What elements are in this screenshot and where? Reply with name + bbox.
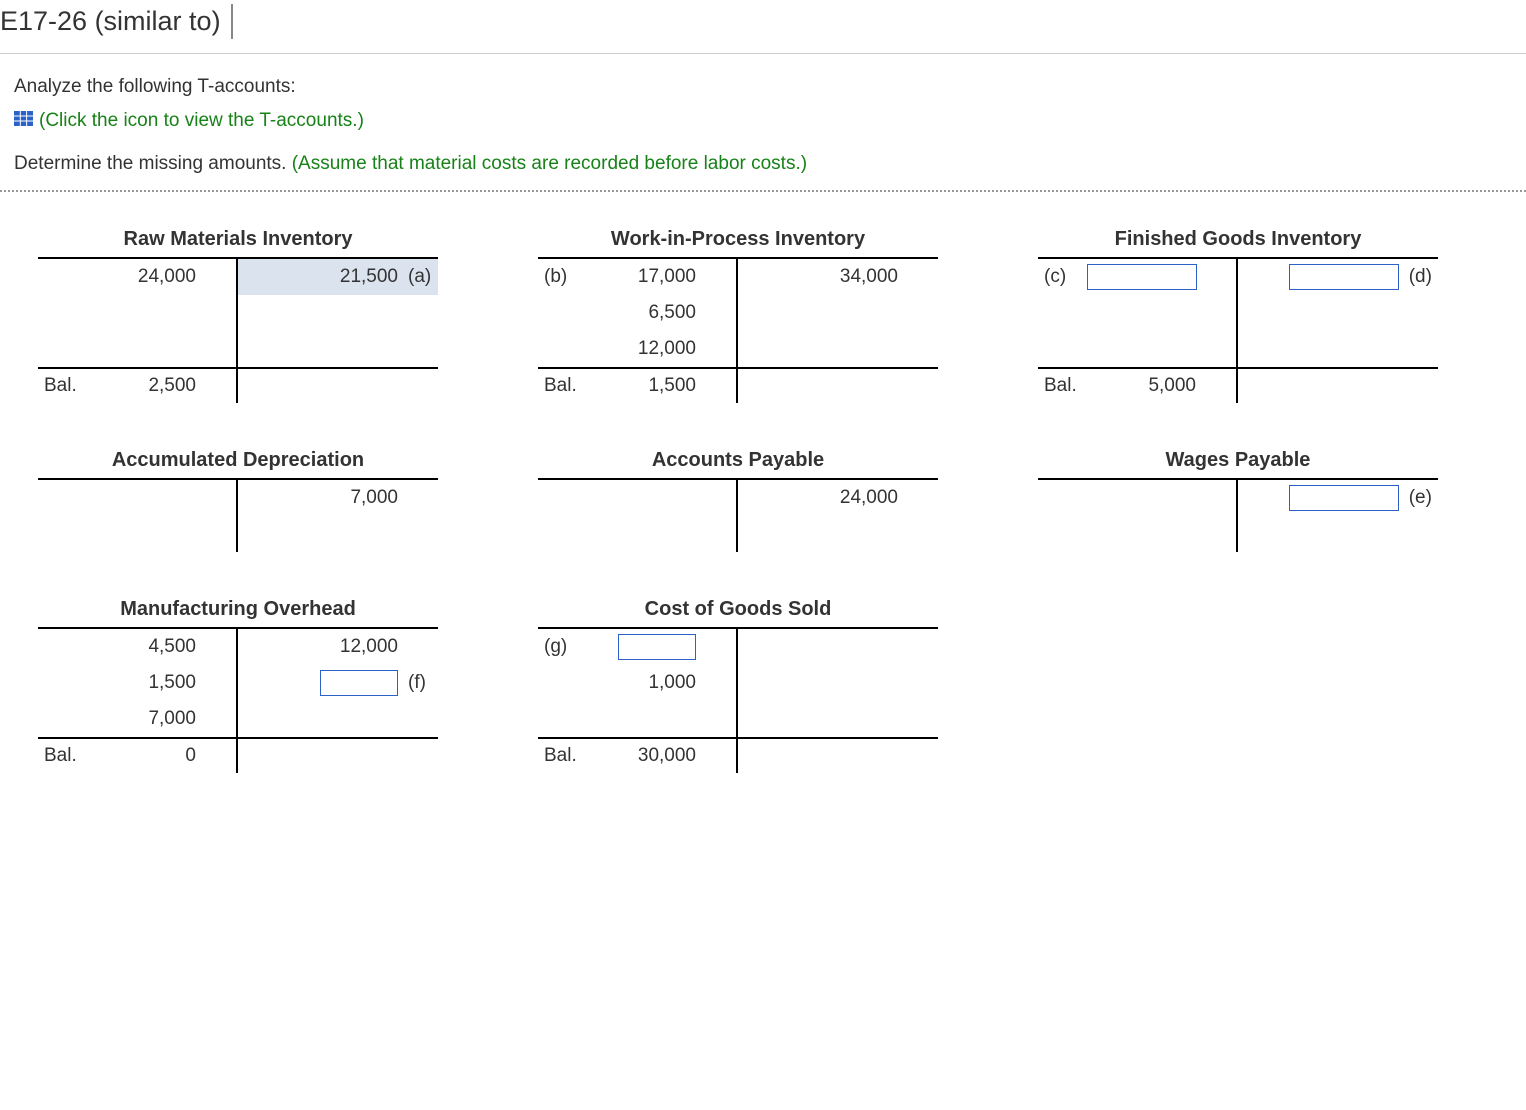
- cell-label: (g): [544, 636, 590, 658]
- cell-value: 1,500: [90, 672, 200, 694]
- input-f[interactable]: [320, 670, 398, 696]
- cell-value: 24,000: [90, 266, 200, 288]
- header: E17-26 (similar to): [0, 0, 1526, 54]
- cell-value: 6,500: [590, 302, 700, 324]
- view-t-accounts-link[interactable]: (Click the icon to view the T-accounts.): [14, 106, 364, 135]
- t-account-finished-goods: Finished Goods Inventory (c) Bal.5,000 (…: [1038, 228, 1438, 403]
- cell-value: 12,000: [590, 338, 700, 360]
- balance-value: 5,000: [1090, 375, 1200, 397]
- t-account-row-3: Manufacturing Overhead 4,500 1,500 7,000…: [38, 598, 1512, 773]
- input-e[interactable]: [1289, 485, 1399, 511]
- page: E17-26 (similar to) Analyze the followin…: [0, 0, 1526, 859]
- cell-suffix: (e): [1403, 487, 1432, 509]
- t-account-title: Accumulated Depreciation: [38, 449, 438, 480]
- determine-line: Determine the missing amounts. (Assume t…: [14, 149, 1512, 178]
- t-accounts-area: Raw Materials Inventory 24,000 Bal.2,500…: [0, 192, 1526, 859]
- t-account-mfg-overhead: Manufacturing Overhead 4,500 1,500 7,000…: [38, 598, 438, 773]
- t-account-accounts-payable: Accounts Payable 24,000: [538, 449, 938, 552]
- determine-note: (Assume that material costs are recorded…: [292, 153, 807, 174]
- t-account-title: Raw Materials Inventory: [38, 228, 438, 259]
- cell-value: 4,500: [90, 636, 200, 658]
- t-account-row-1: Raw Materials Inventory 24,000 Bal.2,500…: [38, 228, 1512, 403]
- cell-suffix: (f): [402, 672, 432, 694]
- t-account-cogs: Cost of Goods Sold (g) 1,000 Bal.30,000: [538, 598, 938, 773]
- grid-icon: [14, 106, 33, 135]
- instructions: Analyze the following T-accounts: (Click…: [0, 54, 1526, 192]
- cell-value: 21,500: [290, 266, 402, 288]
- cell-suffix: (d): [1403, 266, 1432, 288]
- input-g[interactable]: [618, 634, 696, 660]
- exercise-title: E17-26 (similar to): [0, 4, 233, 39]
- t-account-wip: Work-in-Process Inventory (b)17,000 6,50…: [538, 228, 938, 403]
- determine-prefix: Determine the missing amounts.: [14, 153, 292, 174]
- balance-label: Bal.: [44, 745, 90, 767]
- t-account-title: Wages Payable: [1038, 449, 1438, 480]
- instructions-line-1: Analyze the following T-accounts:: [14, 72, 1512, 101]
- cell-value: 7,000: [90, 708, 200, 730]
- cell-suffix: (a): [402, 266, 432, 288]
- cell-label: (c): [1044, 266, 1087, 288]
- cell-value: 7,000: [290, 487, 402, 509]
- t-account-raw-materials: Raw Materials Inventory 24,000 Bal.2,500…: [38, 228, 438, 403]
- balance-label: Bal.: [44, 375, 90, 397]
- balance-label: Bal.: [544, 375, 590, 397]
- t-account-title: Cost of Goods Sold: [538, 598, 938, 629]
- selected-cell[interactable]: 21,500(a): [238, 259, 438, 295]
- balance-value: 0: [90, 745, 200, 767]
- t-account-wages-payable: Wages Payable (e): [1038, 449, 1438, 552]
- balance-label: Bal.: [1044, 375, 1090, 397]
- t-account-title: Accounts Payable: [538, 449, 938, 480]
- input-d[interactable]: [1289, 264, 1399, 290]
- balance-value: 2,500: [90, 375, 200, 397]
- cell-value: 34,000: [790, 266, 902, 288]
- t-account-title: Finished Goods Inventory: [1038, 228, 1438, 259]
- t-account-title: Manufacturing Overhead: [38, 598, 438, 629]
- cell-value: 17,000: [590, 266, 700, 288]
- cell-label: (b): [544, 266, 590, 288]
- balance-value: 30,000: [590, 745, 700, 767]
- t-account-title: Work-in-Process Inventory: [538, 228, 938, 259]
- t-account-accum-dep: Accumulated Depreciation 7,000: [38, 449, 438, 552]
- t-account-row-2: Accumulated Depreciation 7,000 Accounts …: [38, 449, 1512, 552]
- view-t-accounts-link-text: (Click the icon to view the T-accounts.): [39, 106, 364, 135]
- input-c[interactable]: [1087, 264, 1197, 290]
- cell-value: 24,000: [790, 487, 902, 509]
- balance-value: 1,500: [590, 375, 700, 397]
- cell-value: 1,000: [590, 672, 700, 694]
- balance-label: Bal.: [544, 745, 590, 767]
- cell-value: 12,000: [290, 636, 402, 658]
